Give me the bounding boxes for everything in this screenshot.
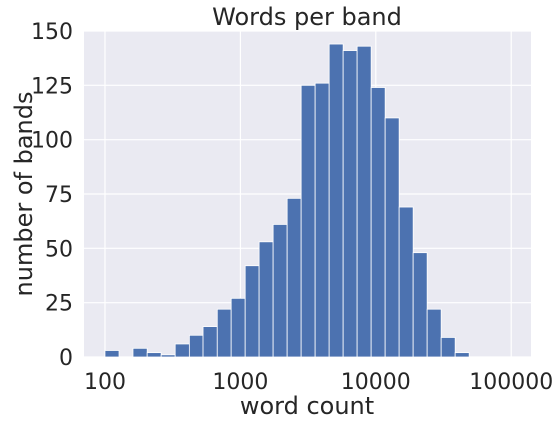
histogram-bar	[258, 241, 274, 358]
histogram-bar	[314, 82, 330, 358]
histogram-bar	[426, 308, 442, 358]
histogram-bar	[398, 206, 414, 358]
histogram-bars	[104, 43, 470, 358]
histogram-bar	[356, 45, 372, 358]
histogram-bar	[370, 87, 386, 358]
histogram-bar	[202, 326, 218, 358]
histogram-bar	[328, 43, 344, 358]
histogram-bar	[188, 334, 204, 358]
histogram-bar	[440, 337, 456, 358]
x-axis-label: word count	[240, 392, 374, 420]
histogram-bar	[244, 265, 260, 358]
x-axis-ticks: 100 1000 10000 100000	[84, 370, 553, 395]
histogram-bar	[174, 343, 190, 358]
x-tick-label: 100	[84, 370, 126, 395]
chart-title: Words per band	[212, 3, 402, 31]
x-tick-label: 100000	[469, 370, 553, 395]
histogram-bar	[104, 350, 120, 358]
histogram-bar	[342, 50, 358, 358]
histogram-bar	[230, 297, 246, 358]
histogram-bar	[272, 224, 288, 358]
histogram-bar	[454, 352, 470, 358]
x-tick-label: 10000	[341, 370, 411, 395]
y-axis-ticks: 0 25 50 75 100 125 150	[31, 20, 73, 371]
histogram-bar	[300, 84, 316, 358]
histogram-bar	[216, 308, 232, 358]
y-tick-label: 75	[45, 183, 73, 208]
histogram-bar	[132, 347, 148, 358]
histogram-bar	[146, 352, 162, 358]
x-tick-label: 1000	[212, 370, 268, 395]
y-tick-label: 50	[45, 237, 73, 262]
y-axis-label: number of bands	[10, 92, 38, 297]
histogram-bar	[412, 252, 428, 358]
y-tick-label: 150	[31, 20, 73, 45]
y-tick-label: 0	[59, 346, 73, 371]
y-tick-label: 125	[31, 74, 73, 99]
histogram-bar	[286, 197, 302, 358]
histogram-bar	[384, 117, 400, 358]
y-tick-label: 100	[31, 129, 73, 154]
histogram-bar	[160, 354, 176, 358]
y-tick-label: 25	[45, 292, 73, 317]
